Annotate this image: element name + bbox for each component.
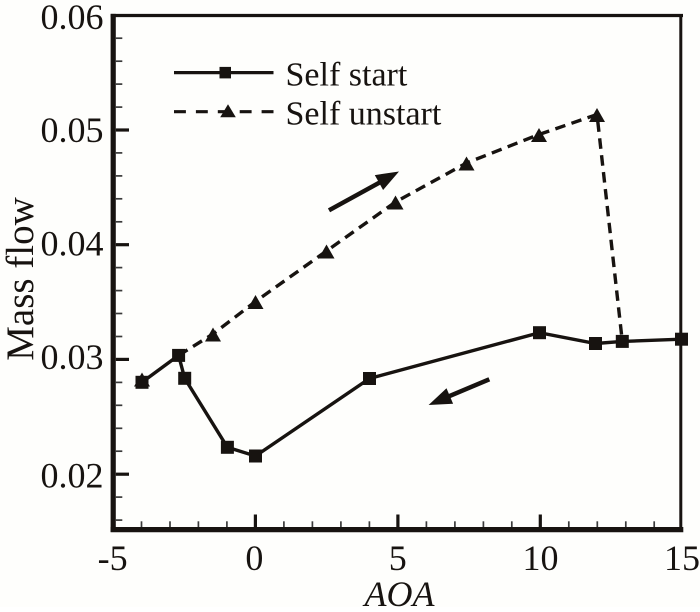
svg-text:0.06: 0.06 [41,0,104,37]
svg-text:-5: -5 [98,538,128,578]
svg-text:0.02: 0.02 [41,456,104,496]
svg-text:0.03: 0.03 [41,337,104,377]
svg-text:AOA: AOA [363,574,436,607]
svg-text:0: 0 [245,538,263,578]
svg-text:0.05: 0.05 [41,110,104,150]
svg-text:Self start: Self start [286,57,408,94]
svg-text:0.04: 0.04 [41,224,104,264]
svg-text:15: 15 [664,538,700,578]
svg-text:Self unstart: Self unstart [286,96,442,133]
svg-text:Mass flow: Mass flow [0,197,42,361]
svg-text:5: 5 [389,538,407,578]
svg-text:10: 10 [523,538,559,578]
